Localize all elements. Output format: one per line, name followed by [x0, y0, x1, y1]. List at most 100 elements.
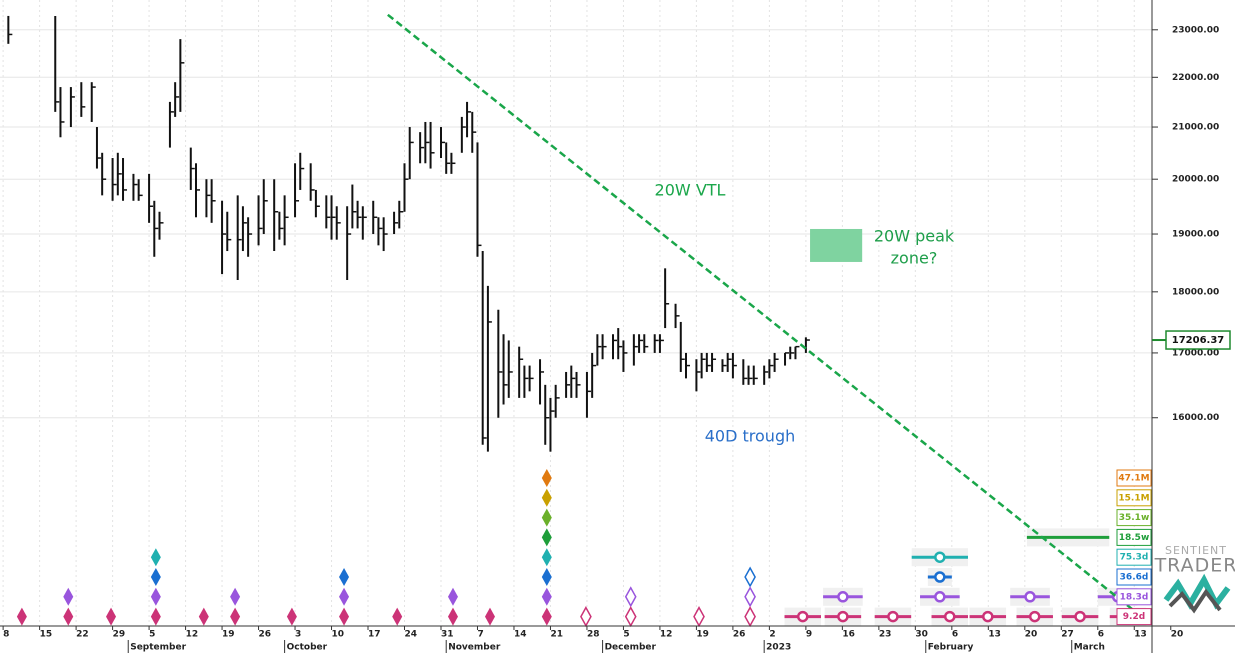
cycle-legend-box [1116, 548, 1152, 566]
x-tick-label: 24 [405, 630, 418, 640]
cycle-trough [63, 607, 74, 626]
cycle-trough [541, 488, 552, 507]
cycle-trough [541, 587, 552, 606]
cycle-trough [150, 607, 161, 626]
annotation: 20W VTL [655, 181, 726, 200]
x-tick-label: 12 [186, 630, 199, 640]
x-tick-label: 14 [514, 630, 527, 640]
y-tick-label: 22000.00 [1172, 73, 1219, 83]
cycle-trough [198, 607, 209, 626]
cycle-legend-box [1116, 608, 1152, 626]
x-tick-label: 6 [952, 630, 958, 640]
logo-mark [1168, 588, 1222, 614]
projection-center [982, 610, 994, 623]
last-price-label: 17206.37 [1172, 335, 1225, 346]
cycle-legend-box [1116, 509, 1152, 527]
month-label: September [130, 643, 186, 653]
x-tick-label: 19 [696, 630, 709, 640]
cycle-legend-box [1116, 469, 1152, 487]
projection-center [837, 591, 849, 603]
y-tick-label: 17000.00 [1172, 348, 1219, 358]
projection-center [1024, 591, 1036, 603]
cycle-trough [106, 607, 117, 626]
cycle-trough [484, 607, 495, 626]
projection-center [887, 610, 899, 623]
cycle-legend-label: 15.1M [1118, 493, 1149, 503]
y-tick-label: 20000.00 [1172, 175, 1219, 185]
cycle-legend-box [1116, 568, 1152, 586]
y-tick-label: 23000.00 [1172, 25, 1219, 35]
x-tick-label: 20 [1171, 630, 1184, 640]
cycle-trough [447, 587, 458, 606]
x-tick-label: 10 [332, 630, 345, 640]
cycle-trough [63, 587, 74, 606]
x-tick-label: 9 [806, 630, 812, 640]
x-tick-label: 21 [550, 630, 563, 640]
cycle-trough-open [624, 586, 637, 608]
projection-center [934, 591, 946, 603]
month-label: November [448, 643, 501, 653]
cycle-trough [230, 587, 241, 606]
cycle-trough [447, 607, 458, 626]
cycle-legend-label: 36.6d [1120, 573, 1149, 583]
projection-center [837, 610, 849, 623]
cycle-area [16, 469, 1147, 628]
cycle-legend-box [1116, 588, 1152, 606]
annotation: 20W peak [874, 227, 955, 246]
logo-text: SENTIENT [1165, 544, 1227, 557]
x-tick-label: 31 [441, 630, 454, 640]
projection-center [934, 551, 946, 563]
cycle-trough [339, 587, 350, 606]
cycle-trough [286, 607, 297, 626]
month-label: March [1074, 643, 1105, 653]
y-tick-label: 21000.00 [1172, 123, 1219, 133]
cycle-trough [339, 568, 350, 586]
axes: 16000.00 17000.00 18000.00 19000.00 20000.00… [2, 25, 1231, 653]
cycle-legend-label: 47.1M [1118, 474, 1149, 484]
cycle-trough [541, 607, 552, 626]
x-tick-label: 27 [1061, 630, 1074, 640]
cycle-trough [230, 607, 241, 626]
trendline [387, 13, 1152, 625]
annotation: 40D trough [705, 427, 796, 446]
cycle-trough-open [744, 566, 756, 588]
month-label: October [287, 643, 328, 653]
projection-center [1074, 610, 1086, 623]
cycle-trough [339, 607, 350, 626]
x-tick-label: 3 [295, 630, 301, 640]
cycle-trough [541, 548, 552, 567]
projection-center [797, 610, 809, 623]
cycle-trough-open [744, 586, 756, 608]
cycle-trough [150, 548, 161, 567]
cycle-legend-label: 18.3d [1120, 592, 1149, 602]
projection-center [1028, 610, 1041, 623]
cycle-legend-box [1116, 489, 1152, 507]
y-tick-label: 16000.00 [1172, 413, 1219, 423]
x-tick-label: 13 [1134, 630, 1147, 640]
x-tick-label: 13 [988, 630, 1001, 640]
cycle-trough [541, 508, 552, 527]
x-tick-label: 20 [1025, 630, 1038, 640]
cycle-trough [150, 568, 161, 586]
y-tick-label: 18000.00 [1172, 287, 1219, 297]
cycle-trough [16, 607, 27, 626]
peak-zone [810, 228, 863, 262]
x-tick-label: 30 [915, 630, 928, 640]
month-label: December [605, 643, 657, 653]
x-tick-label: 5 [149, 630, 155, 640]
logo-mark [1163, 573, 1231, 610]
last-price-box [1165, 330, 1231, 350]
cycle-legend-label: 18.5w [1119, 533, 1150, 543]
cycle-legend-box [1116, 528, 1152, 546]
x-tick-label: 19 [222, 630, 235, 640]
cycle-trough [392, 607, 403, 626]
y-tick-label: 19000.00 [1172, 230, 1219, 240]
x-tick-label: 8 [3, 630, 9, 640]
annotation: zone? [891, 249, 938, 268]
x-tick-label: 17 [368, 630, 381, 640]
x-tick-label: 23 [879, 630, 892, 640]
x-tick-label: 12 [660, 630, 673, 640]
x-tick-label: 28 [587, 630, 600, 640]
projection-center [934, 571, 946, 583]
